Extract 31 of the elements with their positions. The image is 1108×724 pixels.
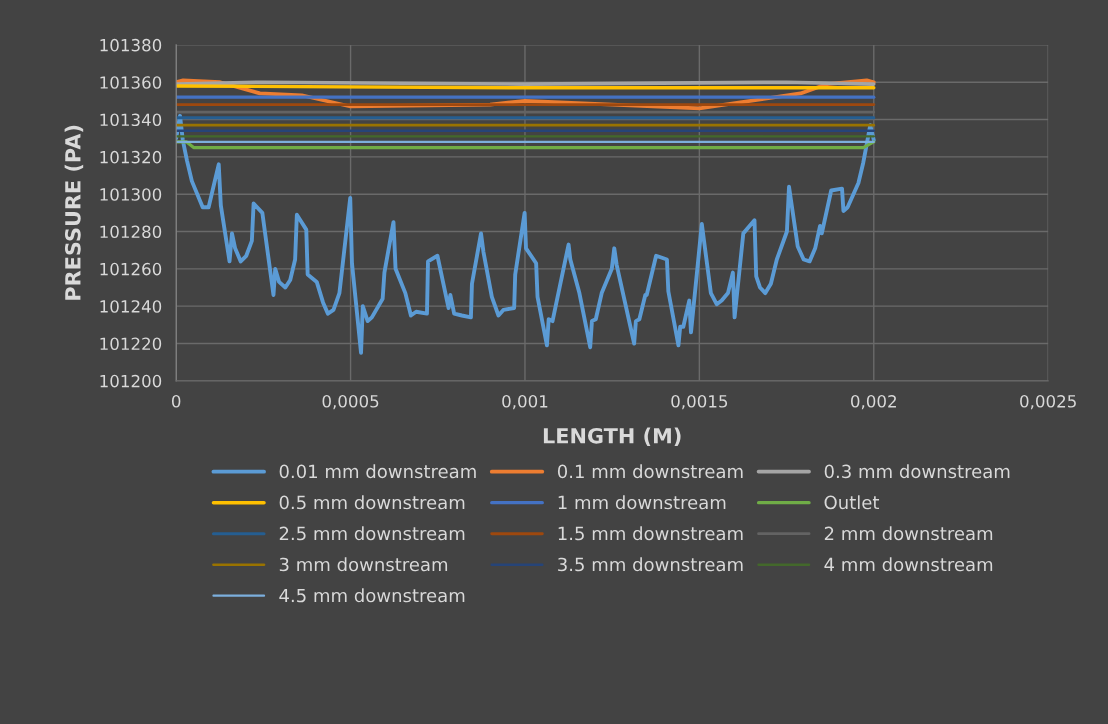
y-tick-label: 101200 xyxy=(100,374,162,388)
x-tick-label: 0,001 xyxy=(502,395,548,410)
legend-label: Outlet xyxy=(824,495,880,510)
y-tick-label: 101220 xyxy=(100,337,162,351)
legend-label: 0.01 mm downstream xyxy=(279,464,476,479)
legend-label: 1.5 mm downstream xyxy=(558,526,743,541)
x-tick-label: 0 xyxy=(171,395,181,408)
x-tick-label: 0,0025 xyxy=(1020,395,1076,410)
y-tick-label: 101240 xyxy=(100,300,162,313)
legend-label: 0.1 mm downstream xyxy=(557,464,743,479)
y-tick-label: 101320 xyxy=(100,150,162,164)
legend-label: 2 mm downstream xyxy=(824,526,993,541)
legend-label: 0.5 mm downstream xyxy=(279,495,465,510)
x-tick-label: 0,002 xyxy=(851,395,896,410)
legend-label: 2.5 mm downstream xyxy=(279,526,465,541)
legend-label: 3 mm downstream xyxy=(279,557,448,572)
legend-label: 4.5 mm downstream xyxy=(279,588,465,603)
legend-label: 0.3 mm downstream xyxy=(824,464,1010,479)
y-tick-label: 101340 xyxy=(100,113,162,127)
legend-label: 1 mm downstream xyxy=(558,495,726,510)
x-tick-label: 0,0005 xyxy=(322,395,379,410)
y-tick-label: 101280 xyxy=(100,225,162,239)
y-tick-label: 101360 xyxy=(100,76,162,89)
y-tick-label: 101380 xyxy=(100,38,162,52)
x-axis-title: LENGTH (M) xyxy=(543,427,681,447)
legend-label: 3.5 mm downstream xyxy=(558,557,743,572)
y-tick-label: 101300 xyxy=(100,188,162,201)
legend-label: 4 mm downstream xyxy=(824,557,993,572)
y-tick-label: 101260 xyxy=(100,262,162,276)
x-tick-label: 0,0015 xyxy=(671,395,728,410)
y-axis-title: PRESSURE (PA) xyxy=(64,125,84,300)
